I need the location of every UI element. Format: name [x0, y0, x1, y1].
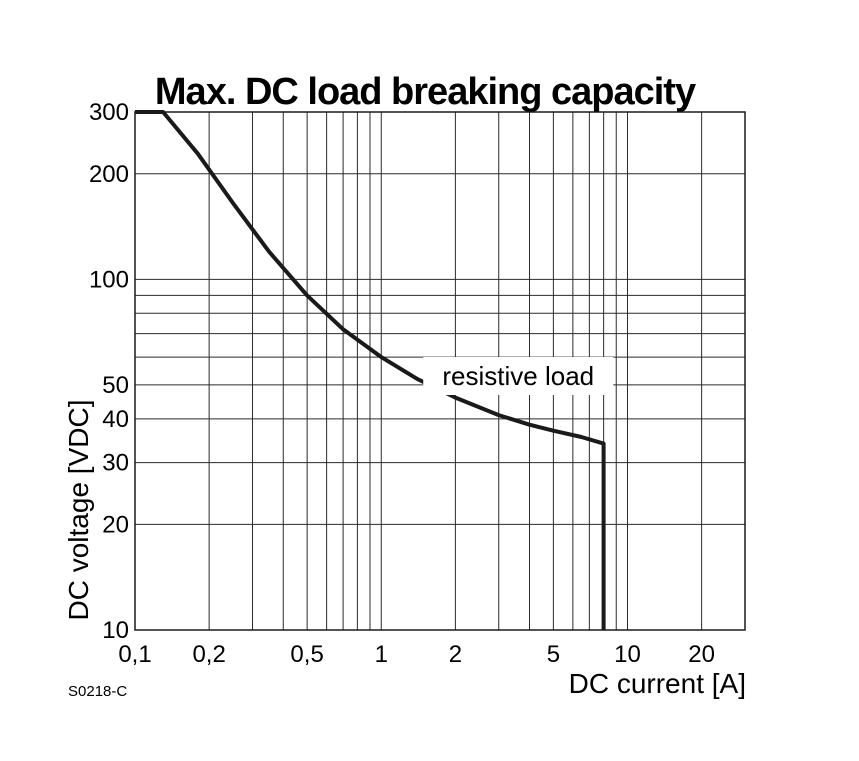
plot-frame: [134, 111, 746, 631]
x-tick-label: 1: [375, 641, 388, 668]
x-tick-label: 0,5: [290, 641, 323, 668]
y-tick-label: 100: [89, 266, 129, 293]
y-tick-label: 30: [102, 450, 129, 477]
x-tick-label: 2: [449, 641, 462, 668]
y-tick-label: 40: [102, 406, 129, 433]
y-tick-label: 20: [102, 511, 129, 538]
x-tick-label: 5: [547, 641, 560, 668]
y-tick-label: 10: [102, 617, 129, 644]
x-tick-labels: 0,1 0,2 0,5 1 2 5 10 20: [118, 641, 715, 668]
x-tick-label: 0,1: [118, 641, 151, 668]
y-tick-label: 200: [89, 161, 129, 188]
figure-code: S0218-C: [68, 683, 127, 700]
annotation-background: [423, 357, 614, 396]
x-tick-label: 10: [614, 641, 641, 668]
y-tick-labels: 10 20 30 40 50 100 200 300: [89, 99, 129, 644]
chart-title: Max. DC load breaking capacity: [155, 71, 696, 113]
x-axis-label: DC current [A]: [569, 668, 746, 699]
series-layer: [135, 110, 606, 630]
x-tick-label: 20: [688, 641, 715, 668]
annotations: resistive load: [423, 357, 614, 396]
breaking-capacity-curve: [135, 110, 606, 630]
y-axis-label: DC voltage [VDC]: [63, 400, 94, 621]
y-tick-label: 300: [89, 99, 129, 126]
x-tick-label: 0,2: [192, 641, 225, 668]
y-tick-label: 50: [102, 372, 129, 399]
resistive-load-annotation: resistive load: [442, 361, 594, 391]
